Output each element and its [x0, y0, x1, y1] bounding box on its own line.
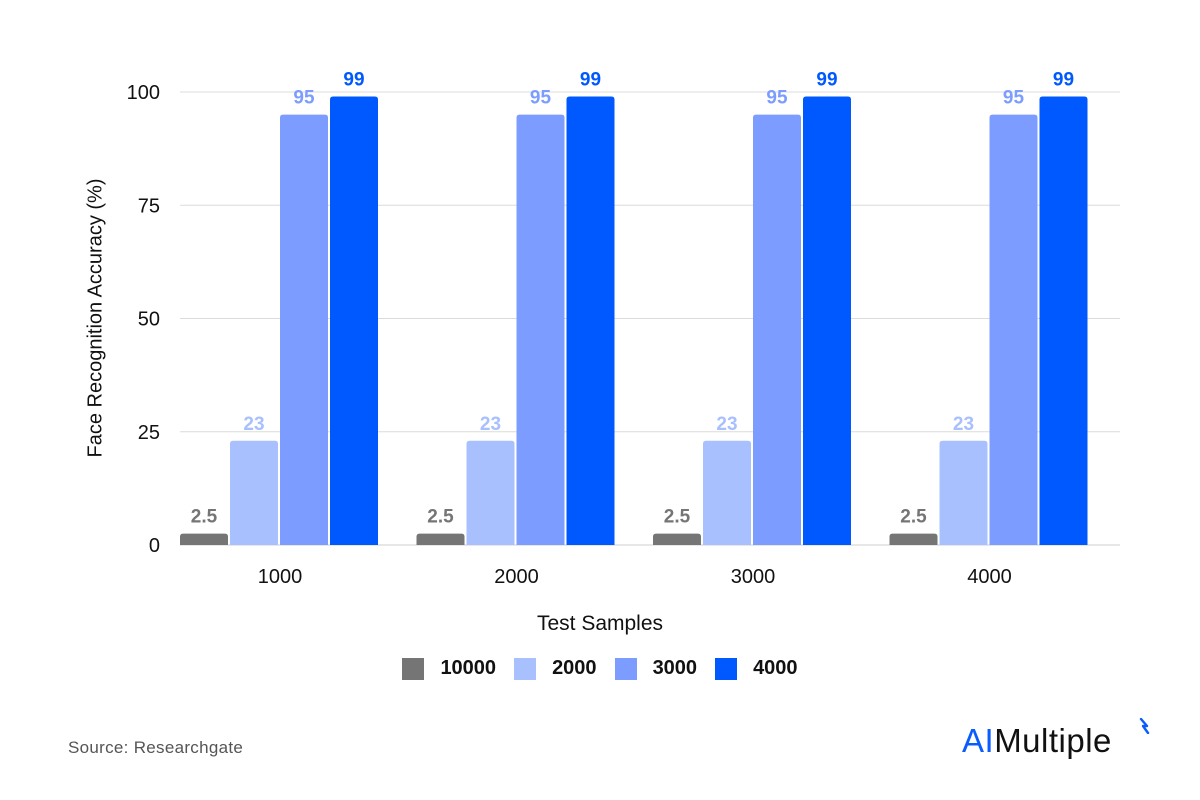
legend: 10000 2000 3000 4000	[0, 657, 1200, 680]
legend-item: 2000	[514, 657, 597, 680]
bar-value-label: 95	[530, 88, 552, 109]
bar	[516, 114, 565, 546]
y-axis-label: Face Recognition Accuracy (%)	[84, 178, 107, 458]
x-tick-label: 3000	[731, 566, 776, 588]
bar	[989, 114, 1038, 546]
brand-logo: AIMultiple	[962, 722, 1112, 760]
legend-label: 4000	[753, 657, 798, 679]
legend-item: 4000	[715, 657, 798, 680]
x-tick-label: 1000	[258, 566, 303, 588]
legend-item: 3000	[614, 657, 698, 680]
source-note: Source: Researchgate	[68, 738, 244, 757]
bar	[416, 533, 465, 545]
logo-multiple-text: Multiple	[994, 722, 1112, 759]
legend-item: 10000	[402, 657, 496, 680]
bar-value-label: 99	[1053, 70, 1074, 91]
bar	[280, 114, 328, 546]
y-tick-label: 50	[138, 309, 160, 331]
bar	[703, 440, 751, 545]
legend-label: 10000	[440, 657, 497, 679]
bar-value-label: 95	[293, 88, 315, 109]
bar-value-label: 2.5	[664, 507, 691, 528]
x-axis-label: Test Samples	[536, 612, 664, 635]
bar-value-label: 2.5	[427, 507, 454, 528]
logo-ai-text: AI	[962, 722, 995, 759]
x-tick-label: 4000	[967, 566, 1012, 588]
bar	[180, 533, 228, 545]
legend-swatch	[715, 657, 738, 680]
bar-value-label: 23	[243, 414, 264, 435]
bar-value-label: 99	[816, 70, 837, 91]
legend-label: 3000	[652, 657, 698, 679]
legend-swatch	[614, 657, 637, 680]
x-tick-label: 2000	[494, 566, 539, 588]
y-tick-label: 0	[149, 535, 160, 557]
bar-value-label: 95	[766, 88, 788, 109]
bar-value-label: 2.5	[191, 507, 218, 528]
legend-swatch	[514, 657, 537, 680]
bar	[466, 440, 515, 545]
bar	[330, 96, 378, 545]
bar	[753, 114, 801, 546]
bar-value-label: 99	[580, 70, 601, 91]
bar-value-label: 99	[343, 70, 364, 91]
y-tick-label: 25	[138, 422, 160, 444]
legend-label: 2000	[552, 657, 597, 679]
bar	[566, 96, 615, 545]
bar-value-label: 23	[480, 414, 501, 435]
y-tick-label: 100	[127, 82, 160, 104]
bar-value-label: 95	[1003, 88, 1025, 109]
legend-swatch	[402, 657, 425, 680]
bar	[889, 533, 938, 545]
logo-spark-icon	[1139, 718, 1150, 734]
bar-value-label: 23	[953, 414, 974, 435]
bar	[230, 440, 278, 545]
bar-value-label: 23	[716, 414, 737, 435]
bar	[1039, 96, 1088, 545]
bar	[803, 96, 851, 545]
bar-value-label: 2.5	[900, 507, 927, 528]
bar	[653, 533, 701, 545]
bar	[939, 440, 988, 545]
y-tick-label: 75	[138, 195, 160, 217]
